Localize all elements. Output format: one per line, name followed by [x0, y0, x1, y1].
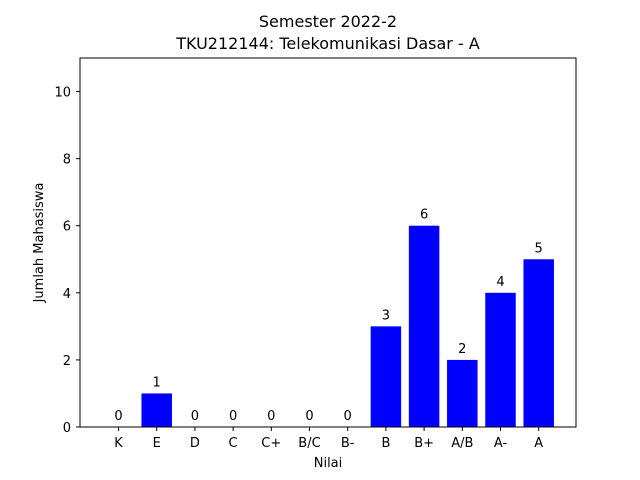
plot-frame [79, 57, 577, 428]
x-tick-label: B/C [298, 436, 320, 451]
bar-value-label: 0 [191, 409, 199, 424]
bar-E [141, 393, 172, 427]
x-tick-label: C [229, 436, 238, 451]
bar-B [370, 326, 402, 427]
bar-value-label: 3 [382, 308, 390, 323]
bar-value-label: 0 [267, 409, 275, 424]
bar-value-label: 4 [496, 275, 504, 290]
bar-value-label: 1 [153, 375, 161, 390]
bar-value-label: 2 [458, 342, 466, 357]
bar-value-label: 5 [535, 241, 543, 256]
bar-value-label: 0 [305, 409, 313, 424]
x-tick-label: A- [494, 436, 508, 451]
bar-A [523, 259, 554, 427]
x-tick-label: C+ [261, 436, 281, 451]
chart-title: Semester 2022-2 [259, 12, 397, 31]
x-tick-label: B+ [414, 436, 434, 451]
x-axis-label: Nilai [314, 456, 343, 471]
y-tick-label: 6 [63, 220, 71, 235]
bar-value-label: 6 [420, 208, 428, 223]
y-axis: 0 2 4 6 8 10 [54, 86, 80, 436]
x-tick-label: A/B [451, 436, 473, 451]
bar-value-label: 0 [114, 409, 122, 424]
bar-A/B [447, 359, 478, 427]
bar-A- [485, 292, 516, 427]
y-tick-label: 10 [54, 86, 71, 101]
bar-value-label: 0 [344, 409, 352, 424]
y-tick-label: 2 [63, 354, 71, 369]
x-axis: K E D C C+ B/C B- B B+ A/B A- A [114, 427, 543, 451]
x-tick-label: E [153, 436, 161, 451]
x-tick-label: B- [341, 436, 355, 451]
y-tick-label: 0 [63, 421, 71, 436]
bar-value-label: 0 [229, 409, 237, 424]
y-axis-label: Jumlah Mahasiswa [32, 183, 47, 304]
bars-group [141, 225, 554, 427]
x-tick-label: A [534, 436, 543, 451]
x-tick-label: B [381, 436, 390, 451]
x-tick-label: K [114, 436, 123, 451]
chart-subtitle: TKU212144: Telekomunikasi Dasar - A [175, 34, 480, 53]
bar-labels-group: 0 1 0 0 0 0 0 3 6 2 4 5 [114, 208, 542, 424]
y-tick-label: 4 [63, 287, 71, 302]
y-tick-label: 8 [63, 153, 71, 168]
bar-B+ [408, 225, 440, 427]
x-tick-label: D [190, 436, 200, 451]
